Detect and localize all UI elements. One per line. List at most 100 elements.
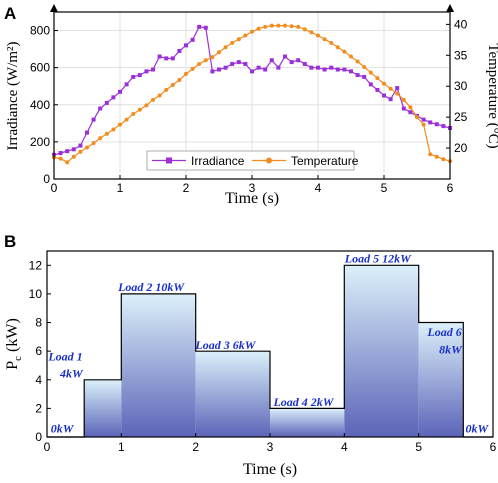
ylabel-main: P (4, 361, 21, 370)
load-annotation: Load 5 12kW (344, 251, 412, 265)
right-axis-arrow (446, 4, 454, 12)
temperature-point (322, 37, 327, 42)
temperature-point (203, 58, 208, 63)
irradiance-point (441, 124, 446, 129)
x-tick-label: 5 (415, 440, 422, 454)
temperature-point (375, 76, 380, 81)
irradiance-point (342, 67, 347, 72)
temperature-point (184, 71, 188, 76)
chart-a-legend: Irradiance Temperature (146, 150, 359, 171)
temperature-point (421, 122, 426, 127)
temperature-point (276, 23, 281, 28)
irradiance-point (111, 95, 116, 100)
temperature-point (78, 149, 83, 154)
legend-temperature-marker (266, 157, 272, 164)
irradiance-point (137, 73, 142, 78)
y-right-tick-label: 40 (454, 17, 468, 31)
temperature-point (401, 97, 406, 102)
temperature-point (335, 45, 340, 50)
irradiance-point (210, 69, 215, 74)
irradiance-point (151, 67, 155, 72)
legend-box (146, 150, 355, 171)
temperature-point (415, 115, 419, 120)
irradiance-point (184, 43, 188, 48)
temperature-point (190, 66, 195, 71)
temperature-point (256, 26, 261, 31)
x-tick-label: 6 (490, 440, 497, 454)
y-right-tick-label: 35 (454, 48, 468, 62)
temperature-point (388, 86, 393, 91)
chart-b-annotations: 0kW Load 1 4kW Load 2 10kW Load 3 6kW Load 4 … (47, 251, 489, 435)
temperature-point (58, 156, 63, 161)
irradiance-point (104, 100, 109, 105)
temperature-point (269, 23, 274, 28)
temperature-point (118, 122, 122, 127)
irradiance-point (65, 149, 70, 154)
load-block (121, 293, 196, 437)
irradiance-point (269, 58, 274, 63)
irradiance-point (256, 65, 261, 70)
x-tick-label: 1 (118, 440, 125, 454)
irradiance-point (283, 54, 287, 59)
temperature-point (98, 136, 103, 141)
chart-a-series (52, 23, 452, 165)
chart-b-area (47, 264, 493, 438)
irradiance-point (309, 65, 314, 70)
irradiance-point (190, 37, 195, 42)
y-left-tick-label: 600 (30, 61, 50, 75)
chart-a-ticks: 0 1 2 3 4 5 6 0 200 400 600 800 20 25 30 35 40 (30, 17, 468, 195)
load-block (84, 379, 122, 437)
chart-b-xlabel: Time (s) (243, 461, 297, 478)
irradiance-point (177, 48, 182, 53)
temperature-point (170, 82, 175, 87)
temperature-point (223, 45, 228, 50)
temperature-point (157, 93, 162, 98)
x-tick-label: 6 (447, 181, 454, 195)
y-tick-label: 0 (35, 430, 42, 444)
temperature-point (329, 40, 334, 45)
load-annotation: 8kW (439, 342, 463, 356)
temperature-point (91, 141, 96, 146)
x-tick-label: 4 (315, 181, 322, 195)
temperature-point (71, 154, 76, 159)
irradiance-point (329, 65, 334, 70)
irradiance-point (302, 61, 307, 66)
irradiance-point (144, 69, 149, 74)
irradiance-point (375, 87, 380, 92)
y-tick-label: 10 (29, 287, 43, 301)
x-tick-label: 1 (117, 181, 124, 195)
irradiance-point (276, 65, 281, 70)
irradiance-point (263, 67, 268, 72)
y-tick-label: 4 (35, 373, 42, 387)
irradiance-point (250, 69, 254, 74)
temperature-point (355, 59, 360, 64)
irradiance-point (355, 73, 360, 78)
y-left-tick-label: 0 (43, 172, 50, 186)
x-tick-label: 0 (51, 181, 58, 195)
irradiance-point (322, 67, 327, 72)
irradiance-point (217, 67, 221, 72)
temperature-point (217, 50, 221, 55)
irradiance-point (395, 86, 400, 91)
temperature-point (408, 105, 413, 110)
irradiance-point (368, 82, 373, 87)
legend-temperature-label: Temperature (291, 154, 359, 168)
load-annotation: Load 1 (47, 349, 82, 363)
y-left-tick-label: 800 (30, 24, 50, 38)
irradiance-point (85, 130, 89, 135)
temperature-point (230, 40, 235, 45)
temperature-point (104, 131, 109, 136)
irradiance-point (296, 58, 301, 63)
irradiance-point (124, 82, 129, 87)
irradiance-point (243, 61, 248, 66)
y-tick-label: 2 (35, 401, 42, 415)
chart-b-ylabel: Pc (kW) (4, 318, 24, 370)
temperature-point (368, 70, 373, 75)
temperature-point (296, 24, 301, 29)
x-tick-label: 2 (183, 181, 190, 195)
y-right-tick-label: 30 (454, 79, 468, 93)
temperature-point (309, 30, 314, 35)
irradiance-point (401, 106, 406, 111)
irradiance-point (382, 93, 386, 98)
